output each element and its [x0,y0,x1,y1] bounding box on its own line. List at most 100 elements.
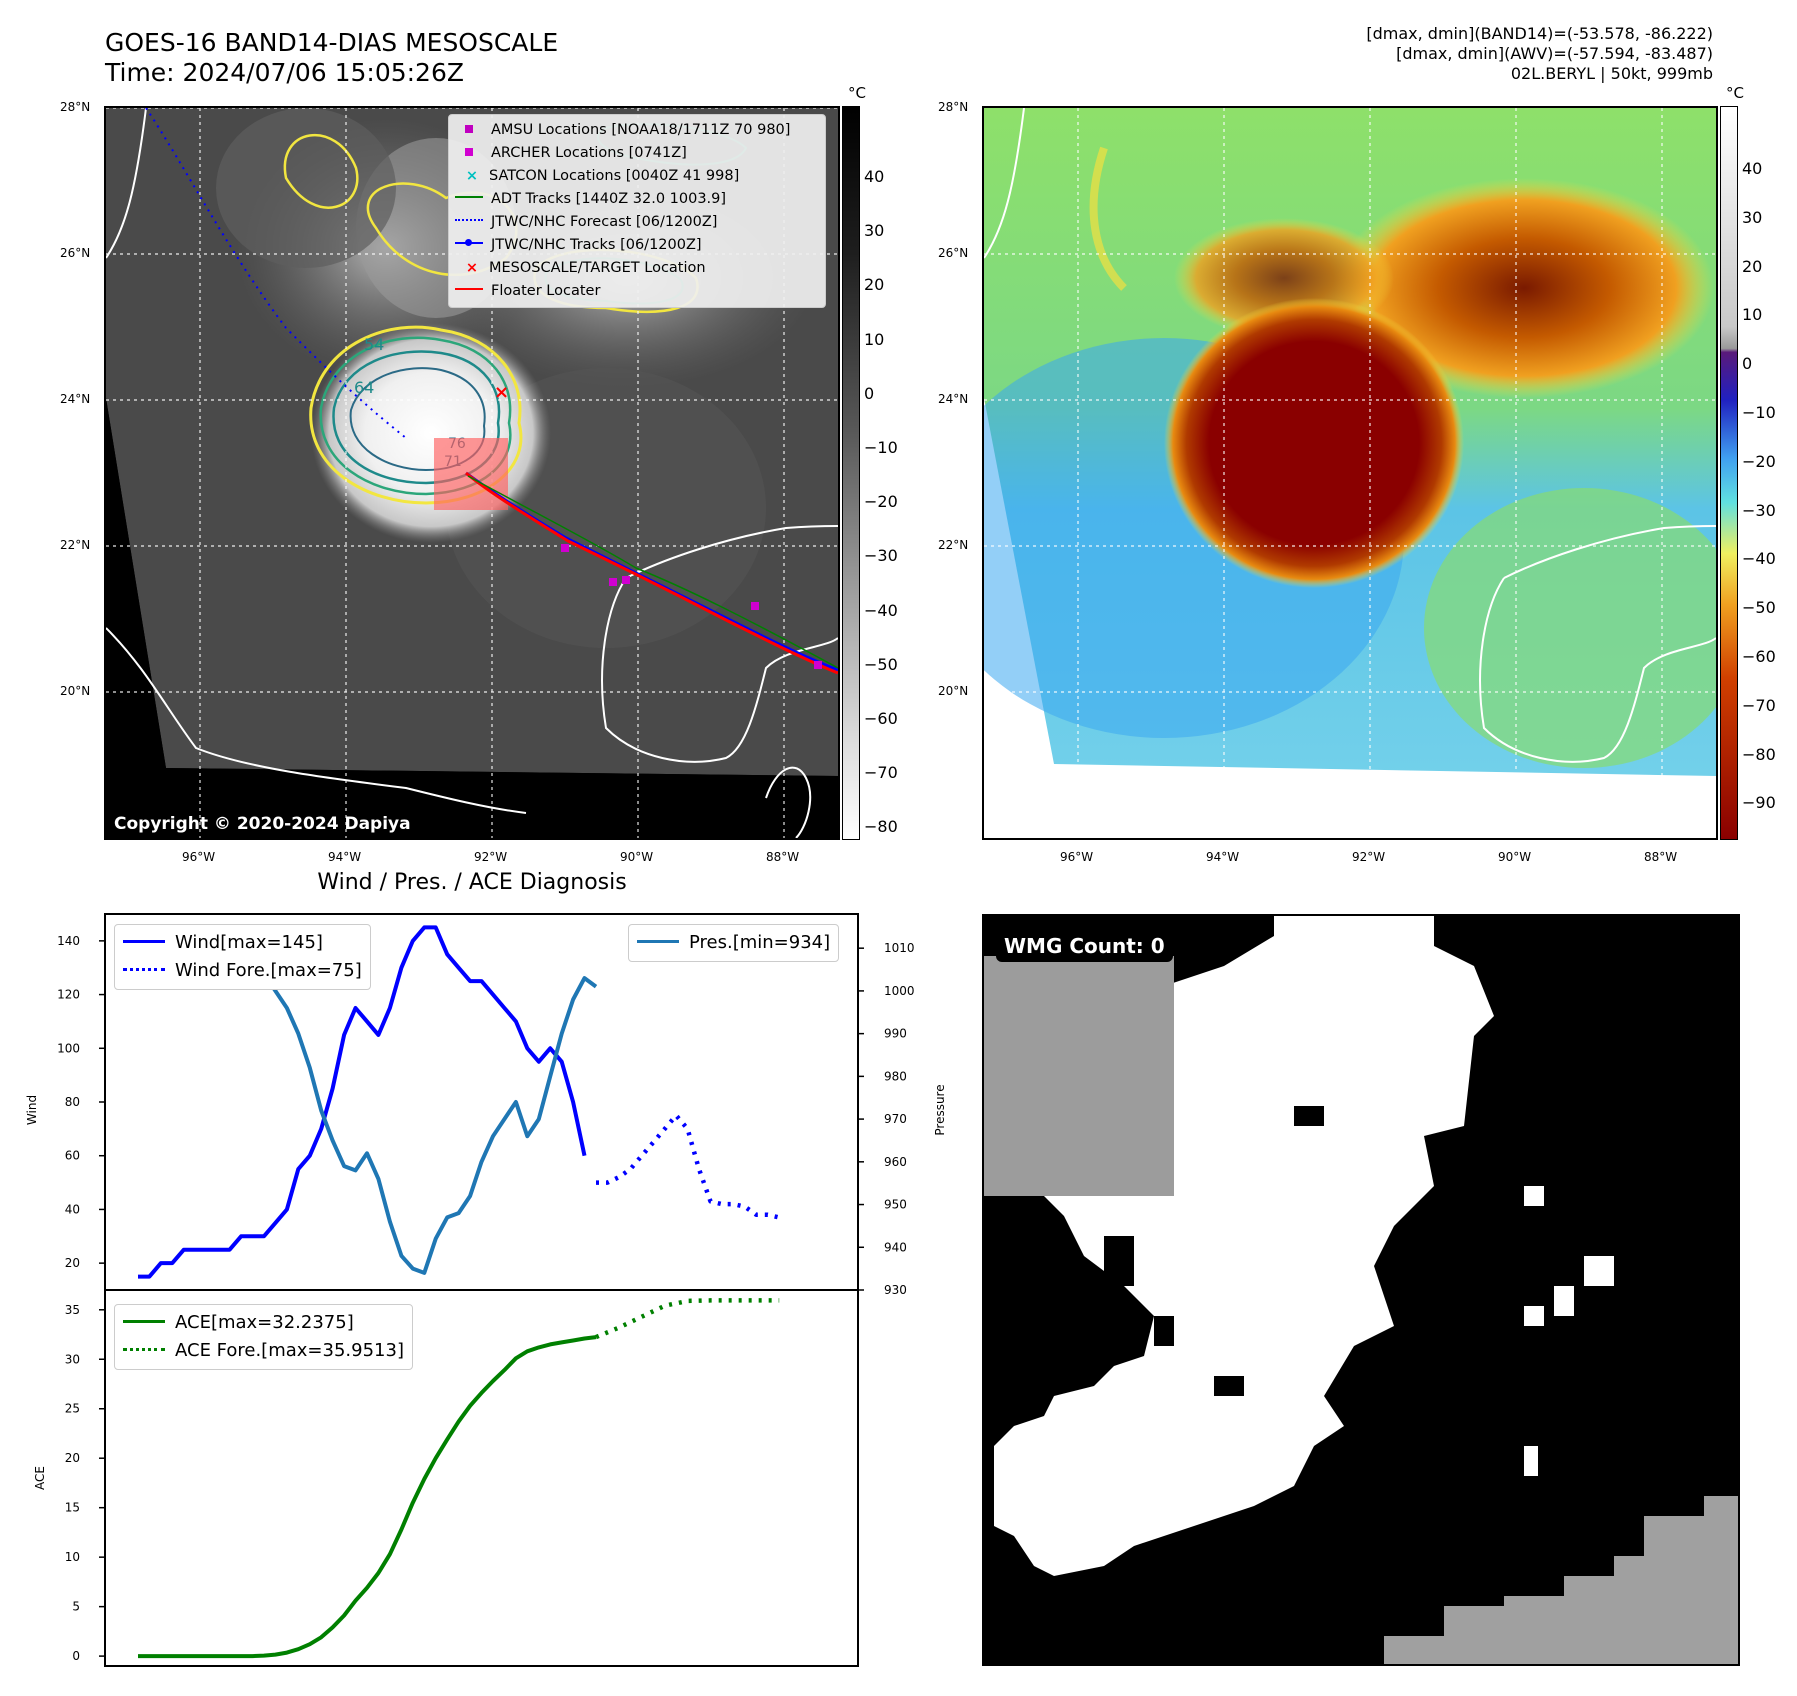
pressure-legend: Pres.[min=934] [628,924,840,962]
wind-series-0 [138,925,587,1279]
ace-series-1 [595,1298,780,1340]
legend-wind-forecast: Wind Fore.[max=75] [123,957,362,985]
map-legend: AMSU Locations [NOAA18/1711Z 70 980] ARC… [448,114,826,308]
contour-label-64: 64 [354,378,374,397]
info-line-1: [dmax, dmin](BAND14)=(-53.578, -86.222) [1366,24,1713,43]
lon-label: 88°W [766,850,800,864]
legend-item-adt: ADT Tracks [1440Z 32.0 1003.9] [455,188,819,211]
ace-series-0 [138,1335,597,1659]
color-ir-map-image [984,108,1716,838]
pressure-tick-label: 940 [884,1240,907,1254]
line-dot-icon [455,239,483,246]
ace-tick-label: 0 [72,1649,80,1663]
pressure-tick-label: 950 [884,1198,907,1212]
colorbar-right-unit: °C [1726,84,1744,102]
x-marker-icon: × [465,168,479,184]
title-line-2: Time: 2024/07/06 15:05:26Z [105,58,464,87]
wind-series-1 [596,1113,780,1220]
legend-item-forecast: JTWC/NHC Forecast [06/1200Z] [455,211,819,234]
lon-label: 92°W [474,850,508,864]
wind-tick-label: 60 [65,1149,80,1163]
info-line-3: 02L.BERYL | 50kt, 999mb [1510,64,1713,83]
ace-tick-label: 35 [65,1303,80,1317]
ace-legend: ACE[max=32.2375] ACE Fore.[max=35.9513] [114,1304,413,1370]
legend-item-amsu: AMSU Locations [NOAA18/1711Z 70 980] [455,119,819,142]
pressure-ylabel: Pressure [933,1084,947,1135]
dotted-line-icon [123,1348,165,1351]
x-marker-icon: × [465,260,479,276]
svg-text:×: × [494,382,509,403]
legend-item-mesoscale: × MESOSCALE/TARGET Location [455,257,819,280]
legend-item-archer: ARCHER Locations [0741Z] [455,142,819,165]
legend-ace-forecast: ACE Fore.[max=35.9513] [123,1337,404,1365]
line-marker-icon [455,288,483,290]
pressure-tick-label: 970 [884,1112,907,1126]
lon-label: 92°W [1352,850,1386,864]
contour-label-54: 54 [364,335,384,354]
pressure-tick-label: 1010 [884,941,915,955]
lon-label: 90°W [620,850,654,864]
lat-label: 22°N [60,538,91,552]
ace-tick-label: 5 [72,1600,80,1614]
colorbar-left-ticks: 40 30 20 10 0 −10 −20 −30 −40 −50 −60 −70 −80 [864,167,898,837]
pressure-tick-label: 980 [884,1069,907,1083]
colorbar-right-ticks: 40 30 20 10 0 −10 −20 −30 −40 −50 −60 −70 −80 −90 [1742,159,1776,813]
legend-item-tracks: JTWC/NHC Tracks [06/1200Z] [455,234,819,257]
colorbar-left-unit: °C [848,84,866,102]
diag-title: Wind / Pres. / ACE Diagnosis [317,870,627,895]
ace-tick-label: 30 [65,1352,80,1366]
ace-tick-label: 20 [65,1451,80,1465]
ace-tick-label: 15 [65,1501,80,1515]
solid-line-icon [123,940,165,943]
info-line-2: [dmax, dmin](AWV)=(-57.594, -83.487) [1396,44,1713,63]
legend-item-satcon: × SATCON Locations [0040Z 41 998] [455,165,819,188]
ace-tick-label: 10 [65,1550,80,1564]
storm-info: [dmax, dmin](BAND14)=(-53.578, -86.222) … [1013,24,1713,84]
ir-map-panel: 54 64 76 71 [104,106,840,840]
pressure-tick-label: 960 [884,1155,907,1169]
lat-label: 24°N [938,392,969,406]
wmg-count-badge: WMG Count: 0 [996,930,1173,962]
lat-label: 22°N [938,538,969,552]
lon-label: 94°W [1206,850,1240,864]
legend-ace: ACE[max=32.2375] [123,1309,404,1337]
lon-label: 96°W [1060,850,1094,864]
wmg-panel: WMG Count: 0 [982,914,1740,1666]
lat-label: 24°N [60,392,91,406]
lat-label: 26°N [938,246,969,260]
pressure-tick-label: 1000 [884,984,915,998]
wind-tick-label: 100 [57,1041,80,1055]
wmg-image [984,916,1738,1664]
square-marker-icon [465,148,473,156]
pressure-tick-label: 930 [884,1283,907,1297]
wind-legend: Wind[max=145] Wind Fore.[max=75] [114,924,371,990]
copyright-text: Copyright © 2020-2024 Dapiya [114,814,411,834]
square-marker-icon [465,125,473,133]
lat-label: 28°N [938,100,969,114]
lat-label: 20°N [938,684,969,698]
wind-tick-label: 20 [65,1256,80,1270]
legend-item-floater: Floater Locater [455,280,819,303]
page-title: GOES-16 BAND14-DIAS MESOSCALE Time: 2024… [105,28,558,88]
lat-label: 20°N [60,684,91,698]
legend-pressure: Pres.[min=934] [637,929,830,957]
line-marker-icon [455,196,483,198]
ace-ylabel: ACE [33,1466,47,1490]
lon-label: 94°W [328,850,362,864]
wind-tick-label: 120 [57,988,80,1002]
solid-line-icon [637,940,679,943]
lat-label: 26°N [60,246,91,260]
pressure-tick-label: 990 [884,1027,907,1041]
dotted-line-icon [123,968,165,971]
lon-label: 88°W [1644,850,1678,864]
wind-ylabel: Wind [25,1095,39,1125]
title-line-1: GOES-16 BAND14-DIAS MESOSCALE [105,28,559,57]
wind-tick-label: 80 [65,1095,80,1109]
ace-tick-label: 25 [65,1402,80,1416]
color-ir-map-panel [982,106,1718,840]
colorbar-right [1720,106,1738,840]
lon-label: 90°W [1498,850,1532,864]
lon-label: 96°W [182,850,216,864]
colorbar-left [842,106,860,840]
